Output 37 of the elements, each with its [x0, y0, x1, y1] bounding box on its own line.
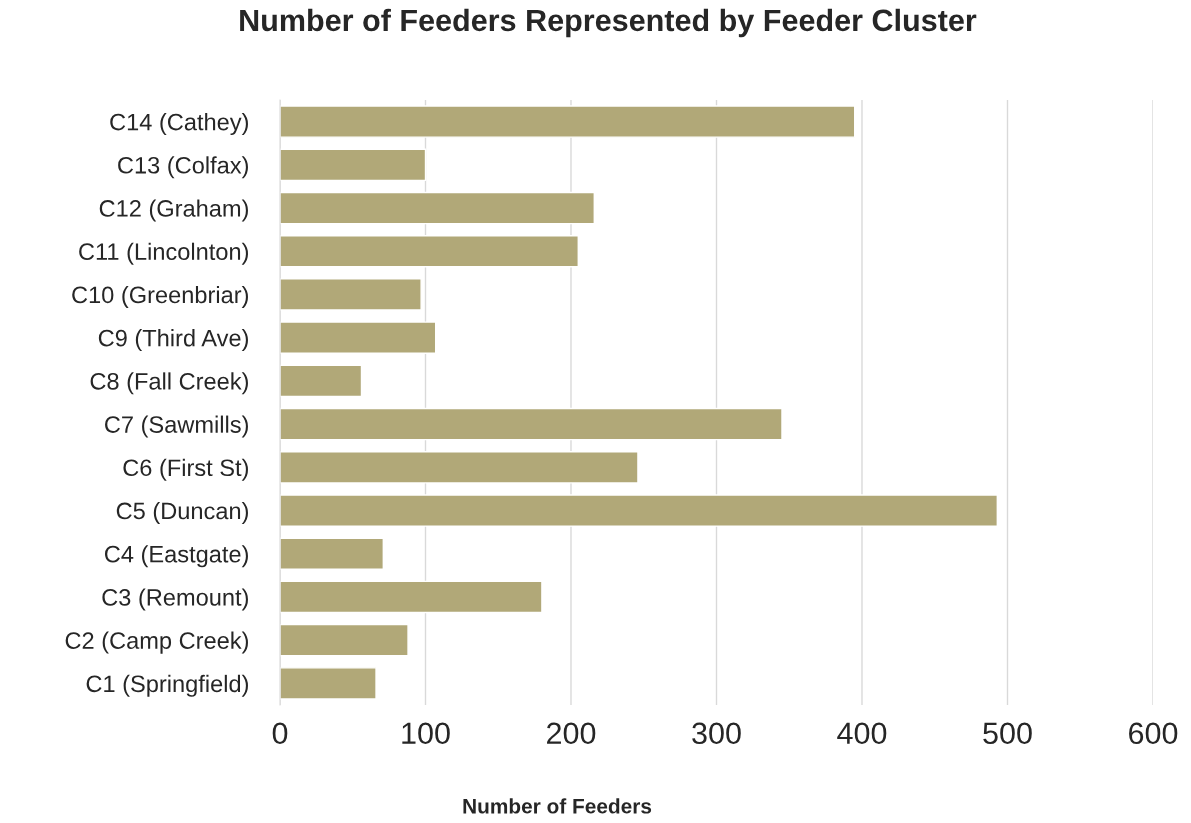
- y-tick-label: C7 (Sawmills): [105, 415, 248, 438]
- bar: [280, 407, 783, 441]
- y-tick-label: C3 (Remount): [102, 588, 248, 611]
- bar: [280, 667, 377, 700]
- bar: [280, 364, 363, 398]
- y-tick-label: C5 (Duncan): [116, 501, 248, 524]
- bar: [280, 105, 856, 138]
- x-tick-label: 100: [402, 722, 450, 745]
- bar: [280, 278, 422, 311]
- y-tick-label: C12 (Graham): [99, 199, 248, 222]
- y-tick-label: C6 (First St): [123, 458, 248, 481]
- bar: [280, 321, 437, 354]
- y-tick-label: C14 (Cathey): [110, 113, 248, 136]
- x-tick-label: 600: [1129, 722, 1178, 745]
- y-tick-label: C9 (Third Ave): [98, 329, 248, 352]
- x-tick-label: 0: [272, 722, 288, 745]
- y-tick-label: C11 (Lincolnton): [79, 242, 248, 265]
- bar: [280, 148, 427, 182]
- y-tick-label: C13 (Colfax): [118, 156, 248, 179]
- x-tick-label: 200: [547, 722, 596, 745]
- bar: [280, 537, 384, 571]
- x-axis-title: Number of Feeders: [463, 798, 652, 814]
- bar: [280, 580, 543, 614]
- bar: [280, 451, 639, 484]
- x-tick-label: 500: [983, 722, 1032, 745]
- y-tick-label: C1 (Springfield): [86, 674, 248, 697]
- bar: [280, 494, 999, 527]
- chart-title: Number of Feeders Represented by Feeder Cluster: [240, 8, 977, 38]
- x-tick-label: 300: [692, 722, 741, 745]
- x-tick-label: 400: [837, 722, 887, 745]
- y-tick-label: C2 (Camp Creek): [65, 631, 248, 654]
- bar: [280, 623, 409, 657]
- y-tick-label: C4 (Eastgate): [104, 545, 248, 568]
- bar: [280, 234, 579, 268]
- y-tick-label: C8 (Fall Creek): [90, 372, 248, 395]
- bar: [280, 191, 595, 225]
- y-tick-label: C10 (Greenbriar): [72, 285, 248, 308]
